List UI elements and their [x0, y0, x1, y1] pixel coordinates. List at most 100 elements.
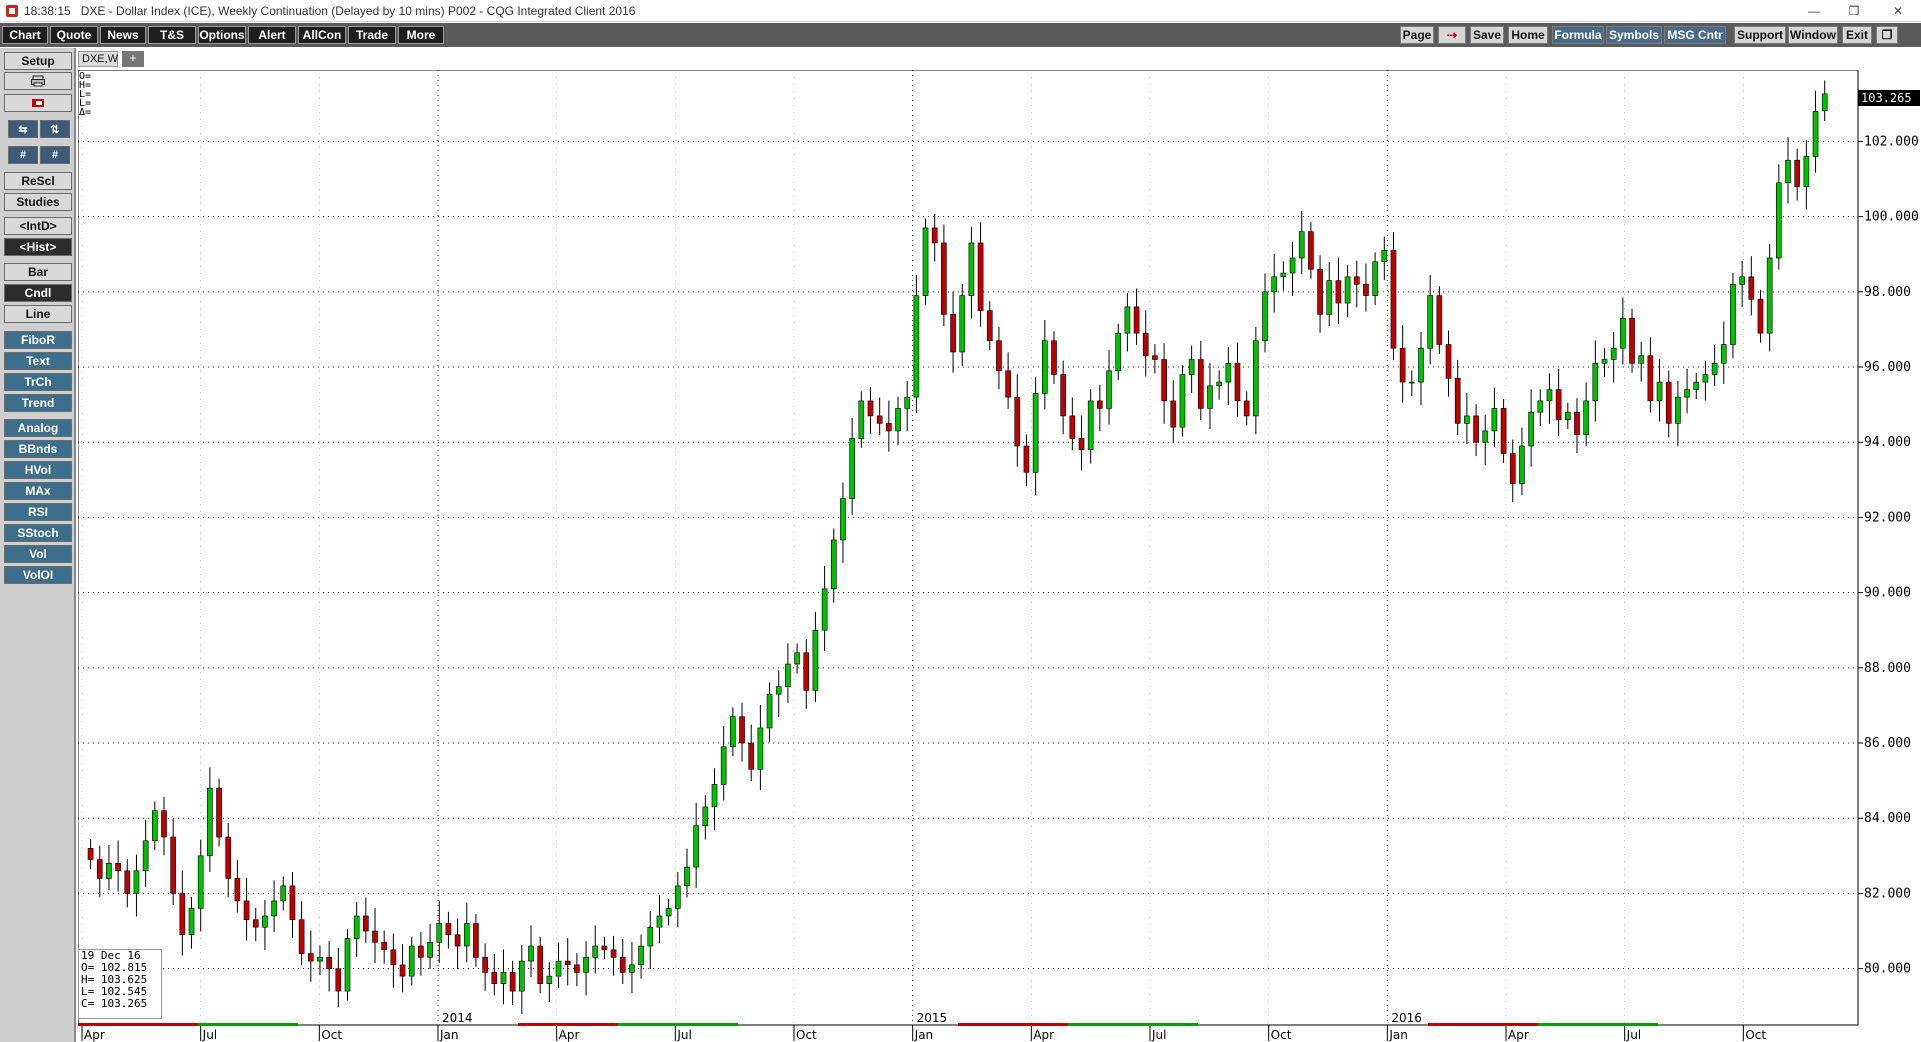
history-button[interactable]: <Hist> [4, 238, 72, 256]
analog-study-button[interactable]: Analog [4, 419, 72, 437]
trend-tool-button[interactable]: Trend [4, 394, 72, 412]
page-button[interactable]: Page [1400, 26, 1434, 44]
menu-trade-button[interactable]: Trade [348, 26, 396, 44]
candle-body [1656, 381, 1663, 402]
symbols-button[interactable]: Symbols [1606, 26, 1662, 44]
candle-body [876, 415, 883, 424]
candle-body [1546, 389, 1553, 402]
candle-body [665, 908, 672, 917]
candle-body [821, 588, 828, 631]
candle-body [1473, 415, 1479, 443]
trch-tool-button[interactable]: TrCh [4, 373, 72, 391]
minimize-icon[interactable]: — [1808, 4, 1820, 18]
formula-button[interactable]: Formula [1552, 26, 1604, 44]
x-month-label: Oct [321, 1028, 342, 1042]
candle-body [463, 923, 470, 947]
restore-icon[interactable]: ❐ [1848, 4, 1860, 18]
studies-button[interactable]: Studies [4, 193, 72, 211]
rsi-study-button[interactable]: RSI [4, 503, 72, 521]
candle-body [610, 949, 617, 958]
candle-body [656, 915, 663, 928]
vol-study-button[interactable]: Vol [4, 545, 72, 563]
candle-body [1317, 268, 1323, 315]
candle-body [895, 408, 901, 432]
candle-body [1326, 280, 1333, 315]
candle-body [1702, 374, 1709, 383]
fibor-tool-button[interactable]: FiboR [4, 331, 72, 349]
menu-news-button[interactable]: News [100, 26, 146, 44]
menu-quote-button[interactable]: Quote [50, 26, 98, 44]
candle-body [1638, 355, 1645, 364]
eraser-icon [32, 99, 44, 107]
x-month-label: Oct [1271, 1028, 1292, 1042]
candle-body [647, 926, 654, 947]
cursor-readout: O= H= L= L= Δ= [79, 72, 92, 118]
intraday-button[interactable]: <IntD> [4, 217, 72, 235]
candle-body [1491, 408, 1498, 432]
menu-ts-button[interactable]: T&S [148, 26, 196, 44]
y-tick-label: 86.000 [1864, 736, 1911, 751]
grid-toggle-row: # # [4, 146, 72, 164]
menu-options-button[interactable]: Options [198, 26, 246, 44]
candle-body [124, 870, 131, 894]
candle-body [867, 400, 874, 417]
candlestick-chart[interactable]: 80.000 82.000 84.000 86.000 88.000 90.000 92.0… [78, 70, 1921, 1042]
x-month-label: Apr [1033, 1028, 1054, 1042]
menu-chart-button[interactable]: Chart [2, 26, 48, 44]
candle-body [252, 919, 259, 928]
readout-high: H= [79, 80, 92, 91]
x-month-label: Jul [1151, 1028, 1166, 1042]
page-next-icon[interactable]: ⇢ [1438, 26, 1466, 44]
print-button[interactable] [4, 72, 72, 90]
grid-icon[interactable]: # [8, 146, 38, 164]
close-icon[interactable]: ✕ [1892, 4, 1904, 18]
candle-body [1170, 400, 1177, 428]
candle-body [243, 900, 250, 921]
candle-body [491, 972, 498, 984]
home-button[interactable]: Home [1508, 26, 1548, 44]
candle-body [1243, 400, 1250, 417]
window-button[interactable]: Window [1788, 26, 1838, 44]
candle-body [968, 242, 975, 296]
candle-body [133, 870, 140, 894]
candle-body [1344, 276, 1351, 304]
x-year-label: 2015 [917, 1011, 948, 1025]
chart-tab[interactable]: DXE,W [78, 51, 118, 67]
candle-body [1418, 347, 1424, 383]
candle-body [986, 310, 993, 342]
add-tab-button[interactable]: + [122, 51, 144, 67]
detach-icon[interactable]: ❐ [1876, 26, 1898, 44]
bbnds-study-button[interactable]: BBnds [4, 440, 72, 458]
menu-alert-button[interactable]: Alert [248, 26, 296, 44]
bar-type-button[interactable]: Bar [4, 263, 72, 281]
menu-more-button[interactable]: More [398, 26, 444, 44]
sstoch-study-button[interactable]: SStoch [4, 524, 72, 542]
candle-body [1271, 276, 1278, 293]
candle-body [830, 539, 837, 590]
x-month-label: Apr [559, 1028, 580, 1042]
setup-button[interactable]: Setup [4, 52, 72, 70]
menu-allcon-button[interactable]: AllCon [298, 26, 346, 44]
text-tool-button[interactable]: Text [4, 352, 72, 370]
candle-body [840, 498, 846, 541]
arrows-vertical-icon[interactable]: ⇅ [40, 120, 70, 138]
volio-study-button[interactable]: VolOI [4, 566, 72, 584]
scroll-arrows-row: ⇆ ⇅ [4, 120, 72, 138]
grid-alt-icon[interactable]: # [40, 146, 70, 164]
msg-cntr-button[interactable]: MSG Cntr [1664, 26, 1726, 44]
exit-button[interactable]: Exit [1842, 26, 1872, 44]
candle-body [1528, 411, 1534, 447]
rescale-button[interactable]: ReScl [4, 172, 72, 190]
candle-type-button[interactable]: Cndl [4, 284, 72, 302]
arrows-horizontal-icon[interactable]: ⇆ [8, 120, 38, 138]
hvol-study-button[interactable]: HVol [4, 461, 72, 479]
support-button[interactable]: Support [1734, 26, 1786, 44]
candle-body [574, 964, 580, 973]
save-button[interactable]: Save [1470, 26, 1504, 44]
session-band [958, 1023, 1068, 1026]
eraser-button[interactable] [4, 94, 72, 112]
max-study-button[interactable]: MAx [4, 482, 72, 500]
readout-low2: L= [79, 98, 92, 109]
candle-body [959, 295, 966, 353]
line-type-button[interactable]: Line [4, 305, 72, 323]
